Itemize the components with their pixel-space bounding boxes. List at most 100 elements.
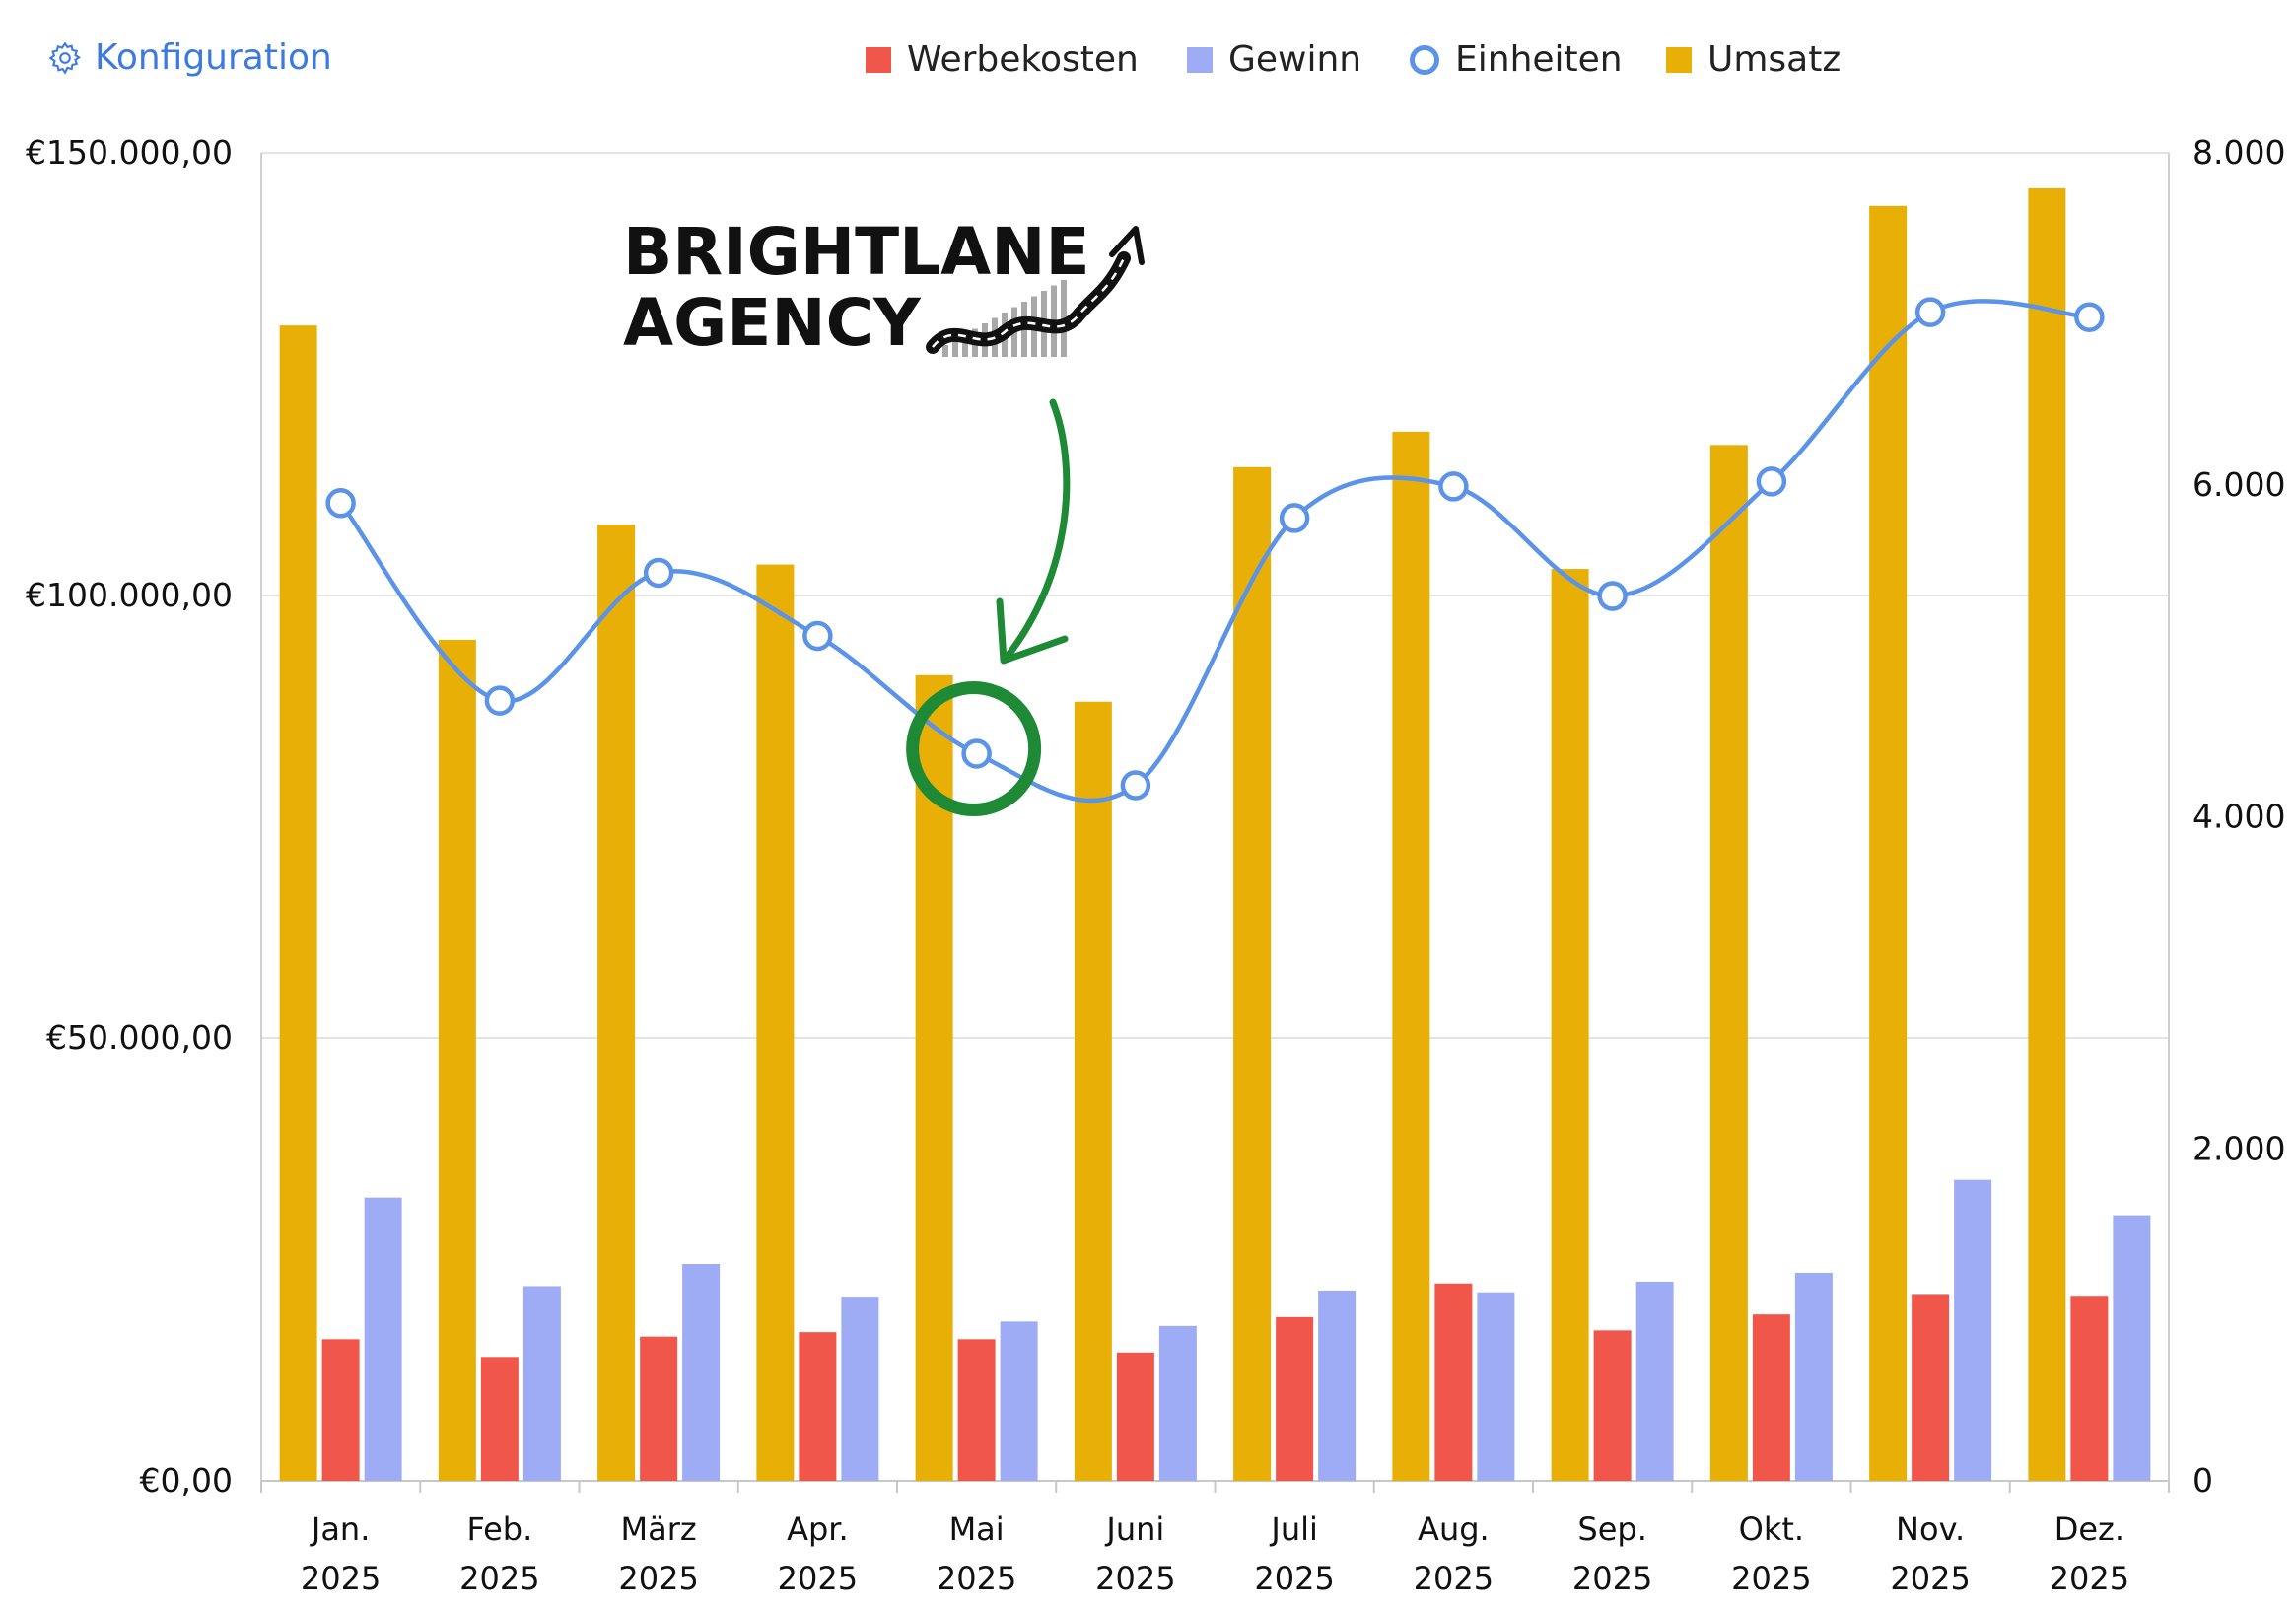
x-tick-label: Aug. <box>1418 1510 1490 1548</box>
x-tick-year-label: 2025 <box>778 1560 858 1597</box>
bar-umsatz <box>1233 466 1272 1481</box>
legend-swatch-umsatz <box>1666 46 1692 73</box>
x-tick-year-label: 2025 <box>1572 1560 1652 1597</box>
logo-line-2: AGENCY <box>623 285 921 361</box>
legend-item-einheiten[interactable]: Einheiten <box>1410 39 1623 80</box>
configuration-button[interactable]: Konfiguration <box>47 37 332 78</box>
point-einheiten <box>1120 770 1151 801</box>
x-tick-year-label: 2025 <box>2050 1560 2129 1597</box>
legend-label-einheiten: Einheiten <box>1455 39 1623 80</box>
x-tick-label: Juni <box>1104 1510 1164 1548</box>
y-right-tick-label: 6.000 <box>2192 465 2285 504</box>
point-einheiten <box>325 488 356 519</box>
bar-gewinn <box>2113 1215 2151 1481</box>
x-tick-label: Nov. <box>1896 1510 1965 1548</box>
bar-umsatz <box>756 564 795 1481</box>
point-einheiten <box>1914 297 1946 327</box>
bar-werbekosten <box>1593 1330 1632 1481</box>
x-tick-year-label: 2025 <box>301 1560 381 1597</box>
point-einheiten <box>2074 302 2105 332</box>
logo-growth-bar <box>942 345 948 357</box>
bar-gewinn <box>1477 1292 1515 1481</box>
x-tick-year-label: 2025 <box>1731 1560 1811 1597</box>
brightlane-logo: BRIGHTLANE AGENCY <box>623 217 1090 359</box>
bar-umsatz <box>279 325 317 1481</box>
point-einheiten <box>643 557 674 589</box>
bar-werbekosten <box>799 1332 837 1481</box>
x-tick-label: Sep. <box>1577 1510 1646 1548</box>
x-tick-year-label: 2025 <box>1095 1560 1175 1597</box>
x-tick-label: Mai <box>949 1510 1005 1548</box>
bar-werbekosten <box>1116 1352 1154 1481</box>
point-einheiten <box>1756 466 1787 497</box>
point-einheiten <box>1438 471 1469 502</box>
bar-gewinn <box>1158 1325 1197 1481</box>
annotation-arrowhead <box>996 597 1069 665</box>
legend-label-werbekosten: Werbekosten <box>907 39 1139 80</box>
point-einheiten <box>484 685 516 716</box>
legend-label-gewinn: Gewinn <box>1228 39 1362 80</box>
bar-werbekosten <box>1434 1283 1473 1481</box>
logo-road-markings <box>932 257 1126 348</box>
logo-arrow-head <box>1109 226 1145 265</box>
logo-growth-bar <box>952 339 958 357</box>
bar-umsatz <box>1392 431 1430 1481</box>
legend-swatch-gewinn <box>1187 46 1213 73</box>
bar-umsatz <box>2028 187 2066 1481</box>
bar-werbekosten <box>1912 1294 1950 1481</box>
bar-werbekosten <box>957 1339 996 1481</box>
bar-gewinn <box>841 1297 879 1481</box>
logo-line-1: BRIGHTLANE <box>623 214 1090 290</box>
legend-item-umsatz[interactable]: Umsatz <box>1666 39 1841 80</box>
point-einheiten <box>1279 503 1310 533</box>
y-right-tick-label: 8.000 <box>2192 133 2285 172</box>
bar-gewinn <box>1794 1272 1833 1481</box>
bar-werbekosten <box>640 1336 678 1481</box>
x-tick-year-label: 2025 <box>1890 1560 1970 1597</box>
bar-gewinn <box>364 1197 402 1481</box>
x-tick-year-label: 2025 <box>1254 1560 1334 1597</box>
bar-umsatz <box>1709 445 1748 1482</box>
legend-item-gewinn[interactable]: Gewinn <box>1187 39 1361 80</box>
x-tick-year-label: 2025 <box>1414 1560 1494 1597</box>
bar-umsatz <box>1074 701 1112 1481</box>
bar-gewinn <box>682 1263 721 1481</box>
gear-icon <box>48 40 81 75</box>
logo-growth-bar <box>962 334 968 357</box>
x-tick-label: Jan. <box>310 1510 371 1548</box>
bar-gewinn <box>1318 1290 1357 1481</box>
bar-werbekosten <box>321 1339 360 1481</box>
y-right-tick-label: 2.000 <box>2192 1129 2285 1167</box>
bar-gewinn <box>1000 1321 1038 1481</box>
bar-werbekosten <box>2070 1296 2109 1481</box>
x-tick-label: Apr. <box>787 1510 849 1548</box>
y-left-tick-label: €50.000,00 <box>46 1018 233 1057</box>
bar-gewinn <box>1954 1179 1992 1481</box>
x-tick-label: März <box>621 1510 697 1548</box>
y-left-tick-label: €100.000,00 <box>26 576 233 614</box>
bar-umsatz <box>597 525 636 1481</box>
legend-swatch-einheiten <box>1410 44 1439 75</box>
configuration-label: Konfiguration <box>95 37 332 78</box>
bar-werbekosten <box>1276 1316 1314 1481</box>
legend-swatch-werbekosten <box>866 46 891 73</box>
y-left-tick-label: €150.000,00 <box>26 133 233 172</box>
bar-gewinn <box>1635 1281 1674 1481</box>
point-einheiten <box>961 738 992 769</box>
x-tick-year-label: 2025 <box>618 1560 698 1597</box>
x-tick-label: Juli <box>1269 1510 1318 1548</box>
bar-werbekosten <box>480 1357 519 1481</box>
x-tick-label: Feb. <box>466 1510 532 1548</box>
bar-gewinn <box>522 1286 561 1481</box>
legend-item-werbekosten[interactable]: Werbekosten <box>866 39 1139 80</box>
y-right-tick-label: 4.000 <box>2192 798 2285 836</box>
y-right-tick-label: 0 <box>2192 1461 2213 1500</box>
x-tick-year-label: 2025 <box>937 1560 1016 1597</box>
x-tick-label: Dez. <box>2054 1510 2124 1548</box>
legend-label-umsatz: Umsatz <box>1707 39 1842 80</box>
y-left-tick-label: €0,00 <box>140 1461 233 1500</box>
bar-umsatz <box>1869 205 1908 1481</box>
point-einheiten <box>802 620 833 652</box>
x-tick-label: Okt. <box>1739 1510 1804 1548</box>
